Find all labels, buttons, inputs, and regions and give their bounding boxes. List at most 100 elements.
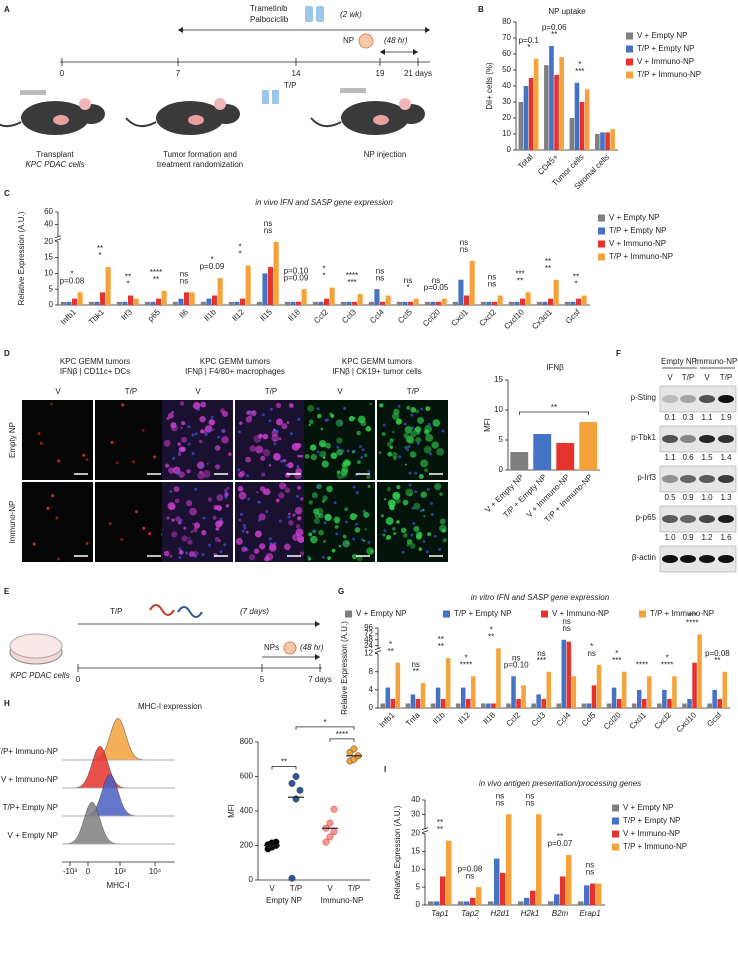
signal [115,461,119,465]
significance: **** [460,660,472,669]
y-tick-label: 15 [494,375,503,384]
signal [32,542,36,546]
signal [287,462,294,469]
nuclei [200,464,204,468]
signal [203,429,208,435]
lane-label: T/P [682,373,694,382]
bar [324,298,330,305]
signal [279,482,286,490]
signal [442,538,447,543]
signal [406,436,415,444]
signal [199,415,206,423]
y-tick-label: 10 [411,864,420,873]
bar [553,279,559,305]
significance: p=0.1 [519,36,540,45]
timeline-label: 0 [76,675,81,684]
bar [544,65,549,150]
band [718,475,734,483]
signal [308,423,311,427]
bar [408,301,414,305]
nuclei [414,490,418,494]
nuclei [410,413,414,417]
legend-swatch [626,32,633,40]
signal [392,430,395,434]
significance: ** [573,273,579,282]
chart-title: IFNβ [546,363,564,372]
x-tick-label: Il6 [178,307,191,320]
bar [460,687,466,708]
y-axis-label: Relative Expression (A.U.) [17,211,26,305]
column-label: T/P [125,387,137,396]
nuclei [193,555,197,559]
signal [248,414,252,418]
nuclei [326,418,330,422]
cells-label: KPC PDAC cells [10,671,69,680]
signal [308,532,313,537]
signal [338,545,342,548]
significance: ** [438,642,444,651]
significance: ** [545,264,551,273]
panel-label: I [384,765,386,774]
signal [348,415,355,422]
image-stain: IFNβ | CK19+ tumor cells [332,367,422,376]
signal [163,439,171,447]
nuclei [361,448,365,452]
y-tick-label: 24 [364,641,373,650]
signal [327,556,331,560]
panel-label: D [4,349,10,358]
signal [257,434,263,439]
legend-swatch [612,804,619,812]
image-header: KPC GEMM tumors [200,357,270,366]
np-label: NPs [264,643,279,652]
signal [318,529,324,536]
legend-swatch [598,227,605,235]
signal [357,460,361,464]
nuclei [407,445,411,449]
bar [60,301,66,305]
y-axis-label: Relative Expression (A.U.) [393,805,402,899]
bar [531,703,536,708]
signal [417,416,424,424]
significance: ns [460,238,468,247]
x-tick-label: H2d1 [490,909,509,918]
bar [687,698,692,708]
nuclei [430,513,434,517]
timeline-label: 7 [176,69,181,78]
y-tick-label: 10 [44,268,53,277]
group-label: Immuno-NP [321,896,364,905]
column-label: V [55,387,61,396]
nuclei [169,489,173,493]
signal [342,534,347,539]
bar [262,273,268,305]
significance: ns [586,868,594,877]
signal [436,447,445,456]
significance: **** [336,730,348,739]
signal [284,487,291,493]
bar [579,102,585,150]
signal [354,527,361,533]
nuclei [289,432,293,436]
signal [187,539,193,545]
y-tick-label: 30 [502,97,511,106]
timeline-label: 7 days [308,675,332,684]
band [718,515,734,523]
bar [77,292,83,305]
signal [404,463,407,466]
signal [334,524,339,529]
significance: ** [517,276,523,285]
signal [196,461,205,470]
x-tick-label: Il1b [202,307,218,323]
signal [172,466,181,475]
signal [291,442,300,451]
band [699,515,715,523]
signal [308,500,313,505]
nuclei [397,404,401,408]
nuclei [210,415,214,419]
signal [288,403,294,408]
bar [206,298,212,305]
legend-label: T/P + Immuno-NP [650,609,714,618]
duration: (7 days) [240,607,269,616]
signal [188,551,195,558]
bar [486,301,492,305]
signal [422,509,425,512]
